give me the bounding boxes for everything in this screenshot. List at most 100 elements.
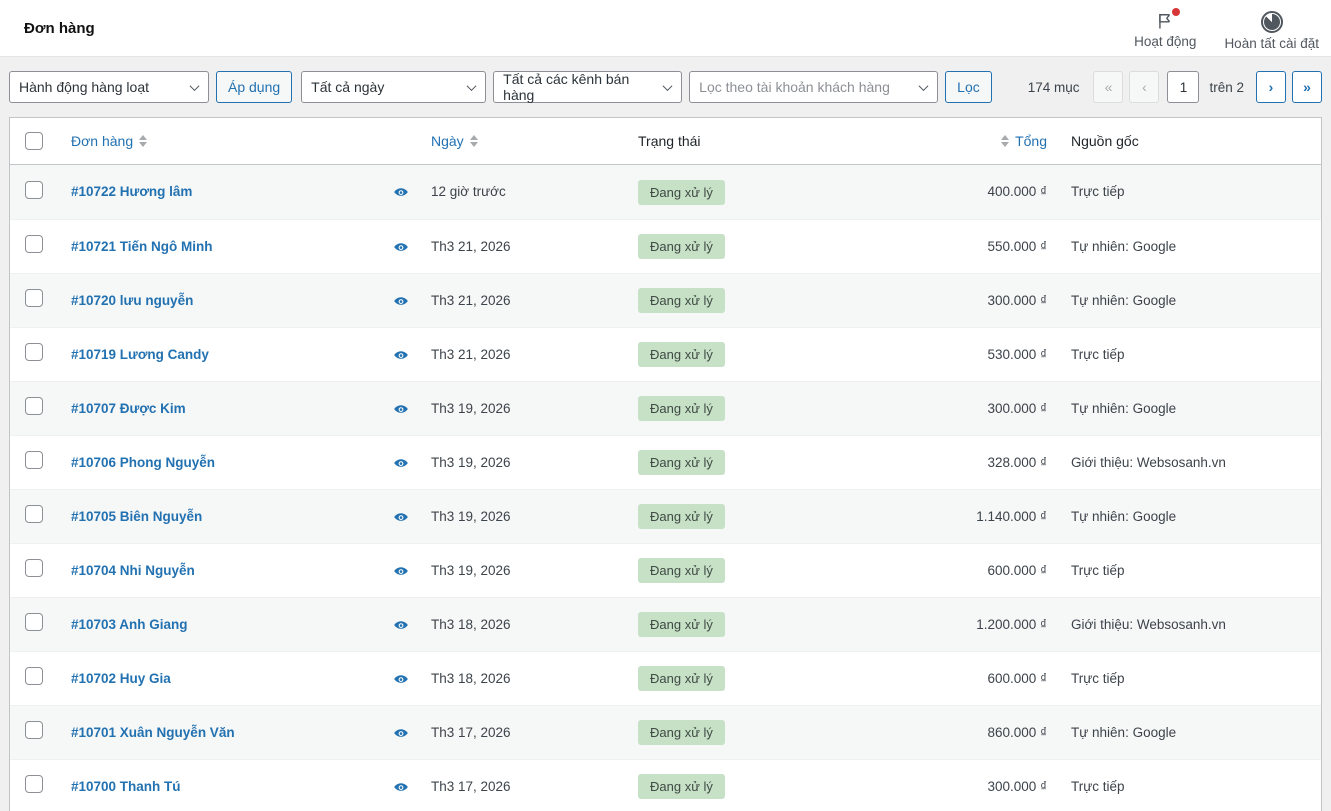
prev-page-button[interactable]: ‹: [1129, 71, 1160, 103]
header-order[interactable]: Đơn hàng: [56, 133, 386, 149]
total-cell: 860.000 ₫: [987, 724, 1047, 740]
activity-button[interactable]: Hoạt động: [1134, 5, 1196, 49]
table-row: #10722 Hương lâm 12 giờ trước Đang xử lý…: [10, 165, 1321, 219]
total-cell: 400.000 ₫: [987, 184, 1047, 199]
status-badge: Đang xử lý: [638, 504, 725, 529]
order-link[interactable]: #10722 Hương lâm: [71, 184, 193, 199]
bulk-actions-select[interactable]: Hành động hàng loạt: [9, 71, 209, 103]
table-row: #10706 Phong Nguyễn Th3 19, 2026 Đang xử…: [10, 435, 1321, 489]
total-cell: 550.000 ₫: [987, 238, 1047, 254]
status-badge: Đang xử lý: [638, 450, 725, 475]
origin-cell: Trực tiếp: [1071, 670, 1125, 686]
order-link[interactable]: #10701 Xuân Nguyễn Văn: [71, 724, 235, 740]
date-cell: Th3 19, 2026: [431, 454, 511, 470]
row-checkbox[interactable]: [25, 775, 43, 793]
status-cell: Đang xử lý: [638, 774, 878, 799]
preview-button[interactable]: [386, 509, 416, 525]
order-link[interactable]: #10705 Biên Nguyễn: [71, 508, 203, 524]
preview-button[interactable]: [386, 779, 416, 795]
preview-button[interactable]: [386, 725, 416, 741]
total-cell: 300.000 ₫: [987, 400, 1047, 416]
preview-button[interactable]: [386, 617, 416, 633]
setup-label: Hoàn tất cài đặt: [1224, 36, 1319, 51]
total-cell: 600.000 ₫: [987, 562, 1047, 578]
topbar: Đơn hàng Hoạt động Hoàn tất cài đặt: [0, 0, 1331, 57]
preview-button[interactable]: [386, 671, 416, 687]
preview-button[interactable]: [386, 184, 416, 200]
order-link[interactable]: #10703 Anh Giang: [71, 616, 188, 632]
origin-cell: Trực tiếp: [1071, 778, 1125, 794]
order-link[interactable]: #10719 Lương Candy: [71, 346, 209, 362]
table-row: #10703 Anh Giang Th3 18, 2026 Đang xử lý…: [10, 597, 1321, 651]
order-cell: #10703 Anh Giang: [56, 616, 386, 634]
first-page-button[interactable]: «: [1093, 71, 1124, 103]
chevron-down-icon: [189, 80, 200, 91]
channel-filter-select[interactable]: Tất cả các kênh bán hàng: [493, 71, 683, 103]
current-page-input[interactable]: [1167, 71, 1200, 103]
row-checkbox[interactable]: [25, 505, 43, 523]
preview-button[interactable]: [386, 455, 416, 471]
order-cell: #10705 Biên Nguyễn: [56, 508, 386, 526]
customer-filter-select[interactable]: Lọc theo tài khoản khách hàng: [689, 71, 939, 103]
row-checkbox[interactable]: [25, 559, 43, 577]
preview-button[interactable]: [386, 239, 416, 255]
eye-icon: [394, 674, 408, 683]
eye-icon: [394, 404, 408, 413]
row-checkbox-cell: [10, 667, 56, 690]
order-link[interactable]: #10700 Thanh Tú: [71, 778, 181, 794]
order-link[interactable]: #10721 Tiến Ngô Minh: [71, 238, 213, 254]
last-page-button[interactable]: »: [1292, 71, 1322, 103]
row-checkbox[interactable]: [25, 613, 43, 631]
row-checkbox[interactable]: [25, 397, 43, 415]
header-origin: Nguồn gốc: [1071, 133, 1139, 149]
date-cell: Th3 18, 2026: [431, 616, 511, 632]
preview-button[interactable]: [386, 293, 416, 309]
order-cell: #10706 Phong Nguyễn: [56, 454, 386, 472]
header-status: Trạng thái: [638, 133, 701, 149]
date-filter-select[interactable]: Tất cả ngày: [301, 71, 487, 103]
bulk-actions-value: Hành động hàng loạt: [19, 79, 149, 95]
row-checkbox[interactable]: [25, 451, 43, 469]
chevron-down-icon: [662, 80, 673, 91]
row-checkbox[interactable]: [25, 721, 43, 739]
setup-progress-button[interactable]: Hoàn tất cài đặt: [1224, 5, 1319, 51]
order-link[interactable]: #10702 Huy Gia: [71, 670, 171, 686]
order-cell: #10700 Thanh Tú: [56, 778, 386, 796]
row-checkbox[interactable]: [25, 180, 43, 199]
order-link[interactable]: #10720 lưu nguyễn: [71, 292, 194, 308]
sort-arrows-icon: [469, 135, 478, 147]
row-checkbox-cell: [10, 505, 56, 528]
toolbar-filters: Hành động hàng loạt Áp dụng Tất cả ngày …: [9, 71, 992, 103]
total-cell: 328.000 ₫: [987, 454, 1047, 470]
notification-dot: [1172, 8, 1181, 16]
order-link[interactable]: #10707 Được Kim: [71, 400, 186, 416]
header-total[interactable]: Tổng: [878, 133, 1047, 149]
row-checkbox[interactable]: [25, 235, 43, 253]
row-checkbox[interactable]: [25, 289, 43, 307]
row-checkbox[interactable]: [25, 343, 43, 361]
table-row: #10705 Biên Nguyễn Th3 19, 2026 Đang xử …: [10, 489, 1321, 543]
total-cell: 600.000 ₫: [987, 670, 1047, 686]
total-cell: 530.000 ₫: [987, 346, 1047, 362]
row-checkbox[interactable]: [25, 667, 43, 685]
origin-cell: Tự nhiên: Google: [1071, 292, 1177, 308]
order-link[interactable]: #10706 Phong Nguyễn: [71, 454, 216, 470]
order-cell: #10701 Xuân Nguyễn Văn: [56, 724, 386, 742]
select-all-checkbox[interactable]: [25, 132, 43, 150]
preview-button[interactable]: [386, 563, 416, 579]
status-badge: Đang xử lý: [638, 179, 725, 205]
filter-button[interactable]: Lọc: [945, 71, 992, 103]
apply-button[interactable]: Áp dụng: [216, 71, 293, 103]
total-cell: 300.000 ₫: [987, 292, 1047, 308]
row-checkbox-cell: [10, 180, 56, 204]
next-page-button[interactable]: ›: [1256, 71, 1286, 103]
table-row: #10720 lưu nguyễn Th3 21, 2026 Đang xử l…: [10, 273, 1321, 327]
sort-arrows-icon: [1001, 135, 1010, 147]
order-cell: #10702 Huy Gia: [56, 670, 386, 688]
table-row: #10704 Nhi Nguyễn Th3 19, 2026 Đang xử l…: [10, 543, 1321, 597]
preview-button[interactable]: [386, 401, 416, 417]
header-date[interactable]: Ngày: [416, 133, 638, 149]
order-link[interactable]: #10704 Nhi Nguyễn: [71, 562, 195, 578]
preview-button[interactable]: [386, 347, 416, 363]
eye-icon: [394, 188, 408, 196]
